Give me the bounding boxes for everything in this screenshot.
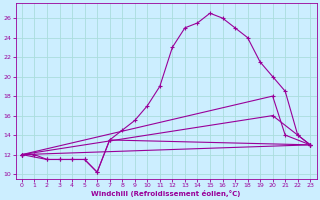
X-axis label: Windchill (Refroidissement éolien,°C): Windchill (Refroidissement éolien,°C) [92,190,241,197]
